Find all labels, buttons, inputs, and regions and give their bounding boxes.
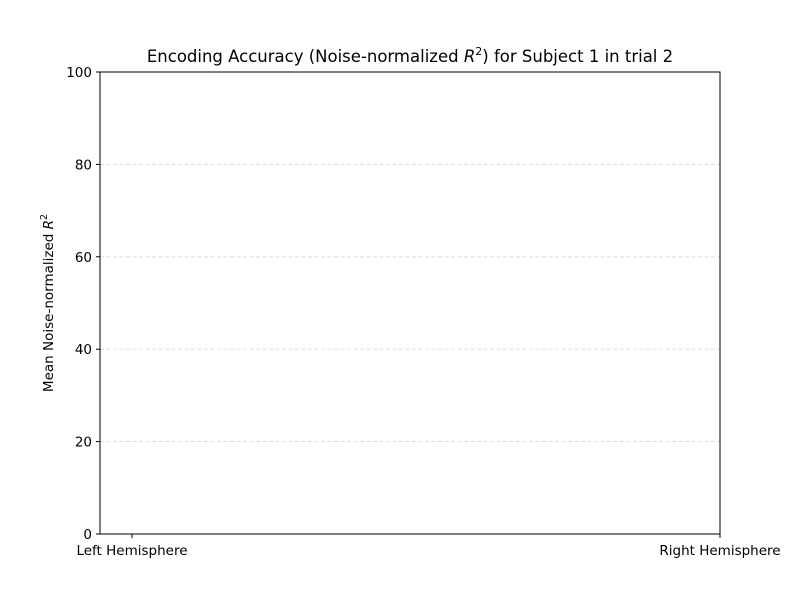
x-tick-label: Right Hemisphere [659,543,780,559]
x-axis: Left Hemisphere Right Hemisphere [76,534,781,559]
y-tick-label: 100 [66,65,92,81]
grid-layer [100,163,720,443]
plot-area-frame [99,71,721,535]
y-tick-label: 40 [75,342,92,358]
chart-title: Encoding Accuracy (Noise-normalized R2) … [147,45,673,66]
y-tick-label: 20 [75,435,92,451]
y-tick-label: 60 [75,250,92,266]
y-tick-label: 80 [75,157,92,173]
x-tick-label: Left Hemisphere [76,543,187,559]
y-axis-label: Mean Noise-normalized R2 [39,214,57,392]
y-tick-label: 0 [83,527,92,543]
y-axis: 0 20 40 60 80 100 [66,65,100,543]
